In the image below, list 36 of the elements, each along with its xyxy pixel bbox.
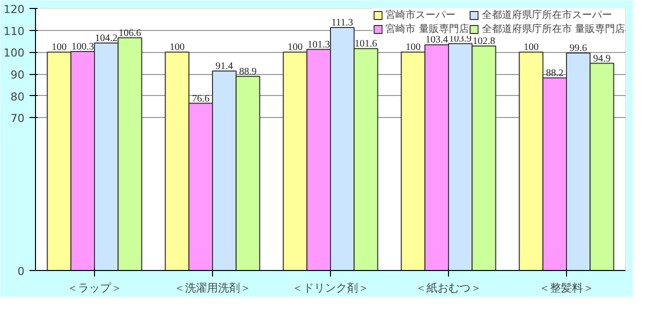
data-label: 100 [52, 42, 67, 54]
data-label: 100 [288, 42, 303, 54]
y-tick-label: 120 [4, 3, 25, 16]
data-label: 102.8 [472, 36, 496, 48]
x-tick-label: ＜ドリンク剤＞ [292, 282, 369, 294]
data-label: 100.3 [71, 42, 94, 53]
data-label: 88.9 [239, 66, 257, 78]
y-tick-label: 0 [18, 265, 24, 278]
x-tick-label: ＜紙おむつ＞ [416, 282, 482, 294]
y-tick-label: 100 [4, 46, 25, 60]
data-label: 100 [524, 42, 539, 54]
y-tick-label: 80 [10, 90, 25, 104]
data-label: 106.6 [118, 28, 142, 39]
data-label: 103.4 [425, 34, 448, 46]
x-tick-label: ＜整髪料＞ [539, 282, 594, 294]
data-label: 111.3 [331, 17, 354, 28]
legend-label: 全都道府県庁所在市 量販専門店 [482, 22, 625, 36]
data-label: 76.6 [192, 93, 210, 104]
data-label: 100 [406, 42, 421, 54]
data-label: 101.3 [307, 39, 330, 50]
data-label: 104.2 [95, 32, 118, 44]
data-label: 100 [170, 42, 185, 54]
data-label: 103.9 [449, 34, 472, 45]
data-label: 88.2 [546, 68, 564, 79]
y-tick-label: 110 [4, 24, 25, 38]
legend-label: 宮崎市 量販専門店 [386, 22, 469, 35]
data-label: 94.9 [593, 53, 611, 64]
x-tick-label: ＜洗濯用洗剤＞ [174, 282, 251, 294]
y-tick-label: 90 [10, 68, 25, 82]
y-tick-label: 70 [10, 112, 25, 126]
data-label: 91.4 [216, 60, 234, 72]
legend-label: 全都道府県庁所在市スーパー [482, 8, 612, 22]
data-label: 101.6 [354, 38, 378, 50]
data-label: 99.6 [570, 43, 588, 54]
x-tick-label: ＜ラップ＞ [67, 282, 122, 294]
legend-label: 宮崎市スーパー [386, 8, 456, 22]
